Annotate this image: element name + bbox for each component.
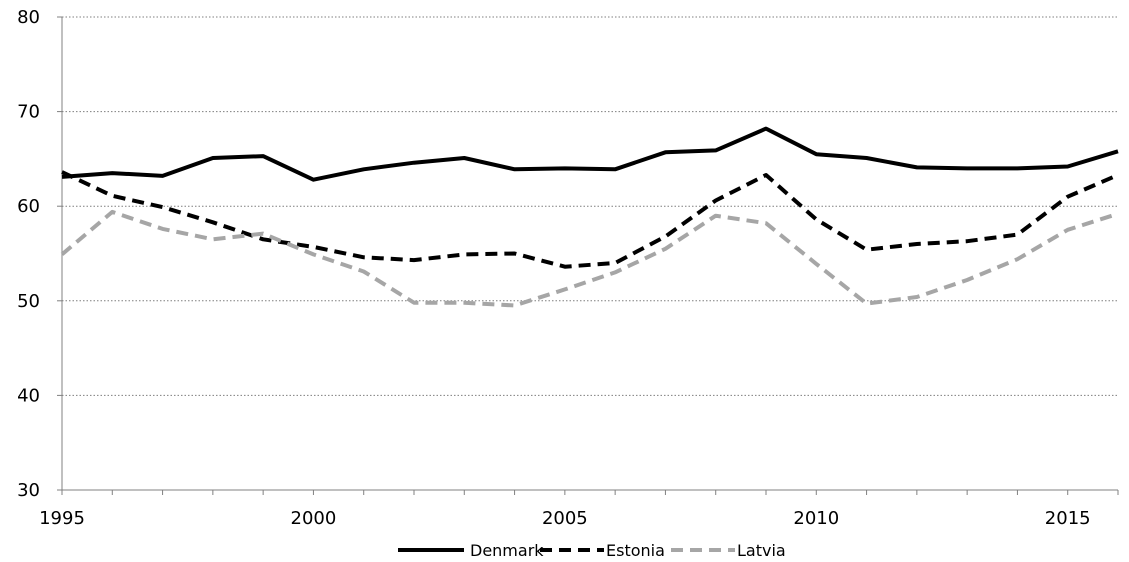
x-tick-label: 2005 [542,508,588,529]
series-line-estonia [61,170,1119,269]
x-tick-label: 2010 [793,508,839,529]
series-line-latvia [60,209,1119,308]
y-tick-label: 70 [17,102,40,123]
tick-labels: 30 40 50 60 70 80 1995 2000 2005 2010 2015 [17,7,1091,529]
x-tick-label: 2015 [1045,508,1091,529]
y-tick-label: 40 [17,385,40,406]
series-lines [60,126,1119,308]
series-line-denmark [61,126,1119,182]
x-tick-label: 2000 [291,508,337,529]
legend-label-denmark: Denmark [470,541,544,560]
axes [57,16,1119,495]
y-tick-label: 30 [17,480,40,501]
y-tick-label: 80 [17,7,40,28]
legend: Denmark Estonia Latvia [398,541,786,560]
y-tick-label: 60 [17,196,40,217]
y-tick-label: 50 [17,291,40,312]
legend-label-latvia: Latvia [737,541,786,560]
x-tick-label: 1995 [39,508,85,529]
legend-label-estonia: Estonia [606,541,665,560]
grid-lines [62,16,1118,396]
